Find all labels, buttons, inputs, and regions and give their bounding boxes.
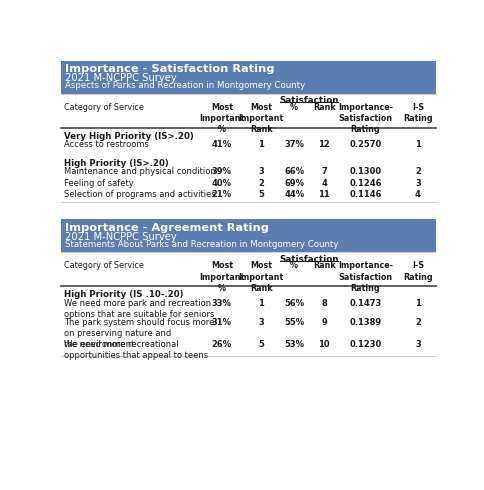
Text: 0.1146: 0.1146 [349,190,382,199]
Text: 8: 8 [321,299,327,308]
Text: Maintenance and physical condition: Maintenance and physical condition [64,168,216,176]
Text: Rank: Rank [313,261,335,270]
Text: Most
Important
%: Most Important % [199,261,244,293]
Text: 11: 11 [318,190,330,199]
Text: Importance-
Satisfaction
Rating: Importance- Satisfaction Rating [338,261,393,293]
Text: 39%: 39% [212,168,232,176]
Text: 0.1246: 0.1246 [349,179,382,188]
Text: Most
Important
Rank: Most Important Rank [239,261,284,293]
Text: 3: 3 [415,179,421,188]
Text: 33%: 33% [212,299,232,308]
Text: 0.1300: 0.1300 [349,168,381,176]
Text: 2: 2 [415,318,421,327]
Text: 3: 3 [415,340,421,348]
Text: I-S
Rating: I-S Rating [403,103,433,123]
Text: Satisfaction: Satisfaction [279,96,339,105]
Text: 1: 1 [258,140,264,149]
Text: 5: 5 [258,340,264,348]
Text: 40%: 40% [212,179,232,188]
Text: 10: 10 [318,340,330,348]
Text: 0.2570: 0.2570 [349,140,381,149]
Text: 53%: 53% [284,340,304,348]
Text: %: % [290,103,298,112]
Text: 12: 12 [318,140,330,149]
Text: 2: 2 [258,179,264,188]
Text: We need more park and recreation
options that are suitable for seniors: We need more park and recreation options… [64,299,214,319]
Text: Feeling of safety: Feeling of safety [64,179,134,188]
Text: 21%: 21% [212,190,232,199]
FancyBboxPatch shape [60,61,436,94]
Text: 55%: 55% [284,318,304,327]
Text: Satisfaction: Satisfaction [279,255,339,264]
Text: Category of Service: Category of Service [64,261,144,270]
Text: 9: 9 [321,318,327,327]
Text: Category of Service: Category of Service [64,103,144,112]
Text: 31%: 31% [212,318,232,327]
Text: Most
Important
Rank: Most Important Rank [239,103,284,134]
Text: Importance-
Satisfaction
Rating: Importance- Satisfaction Rating [338,103,393,134]
Text: 1: 1 [415,140,421,149]
Text: 0.1230: 0.1230 [349,340,381,348]
Text: 7: 7 [321,168,327,176]
Text: Rank: Rank [313,103,335,112]
Text: Selection of programs and activities: Selection of programs and activities [64,190,216,199]
Text: The park system should focus more
on preserving nature and
the environment: The park system should focus more on pre… [64,318,214,349]
Text: We need more recreational
opportunities that appeal to teens: We need more recreational opportunities … [64,340,209,360]
Text: 4: 4 [321,179,327,188]
Text: 1: 1 [258,299,264,308]
Text: 1: 1 [415,299,421,308]
Text: I-S
Rating: I-S Rating [403,261,433,282]
FancyBboxPatch shape [60,219,436,252]
Text: 37%: 37% [284,140,304,149]
Text: 2021 M-NCPPC Survey: 2021 M-NCPPC Survey [65,73,177,83]
Text: 4: 4 [415,190,421,199]
Text: 5: 5 [258,190,264,199]
Text: 26%: 26% [212,340,232,348]
Text: Statements About Parks and Recreation in Montgomery County: Statements About Parks and Recreation in… [65,240,338,249]
Text: Access to restrooms: Access to restrooms [64,140,149,149]
Text: Importance - Satisfaction Rating: Importance - Satisfaction Rating [65,65,274,74]
Text: 3: 3 [258,318,264,327]
Text: %: % [290,261,298,270]
Text: Importance - Agreement Rating: Importance - Agreement Rating [65,223,269,233]
Text: 3: 3 [258,168,264,176]
Text: 66%: 66% [284,168,304,176]
Text: 41%: 41% [212,140,232,149]
Text: 44%: 44% [284,190,304,199]
Text: 56%: 56% [284,299,304,308]
Text: Very High Priority (IS>.20): Very High Priority (IS>.20) [64,132,194,141]
Text: Aspects of Parks and Recreation in Montgomery County: Aspects of Parks and Recreation in Montg… [65,81,305,91]
Text: 0.1389: 0.1389 [349,318,381,327]
Text: Most
Important
%: Most Important % [199,103,244,134]
Text: High Priority (IS .10-.20): High Priority (IS .10-.20) [64,291,184,299]
Text: 0.1473: 0.1473 [349,299,381,308]
Text: 2021 M-NCPPC Survey: 2021 M-NCPPC Survey [65,232,177,242]
Text: 2: 2 [415,168,421,176]
Text: 69%: 69% [284,179,304,188]
Text: High Priority (IS>.20): High Priority (IS>.20) [64,159,169,168]
